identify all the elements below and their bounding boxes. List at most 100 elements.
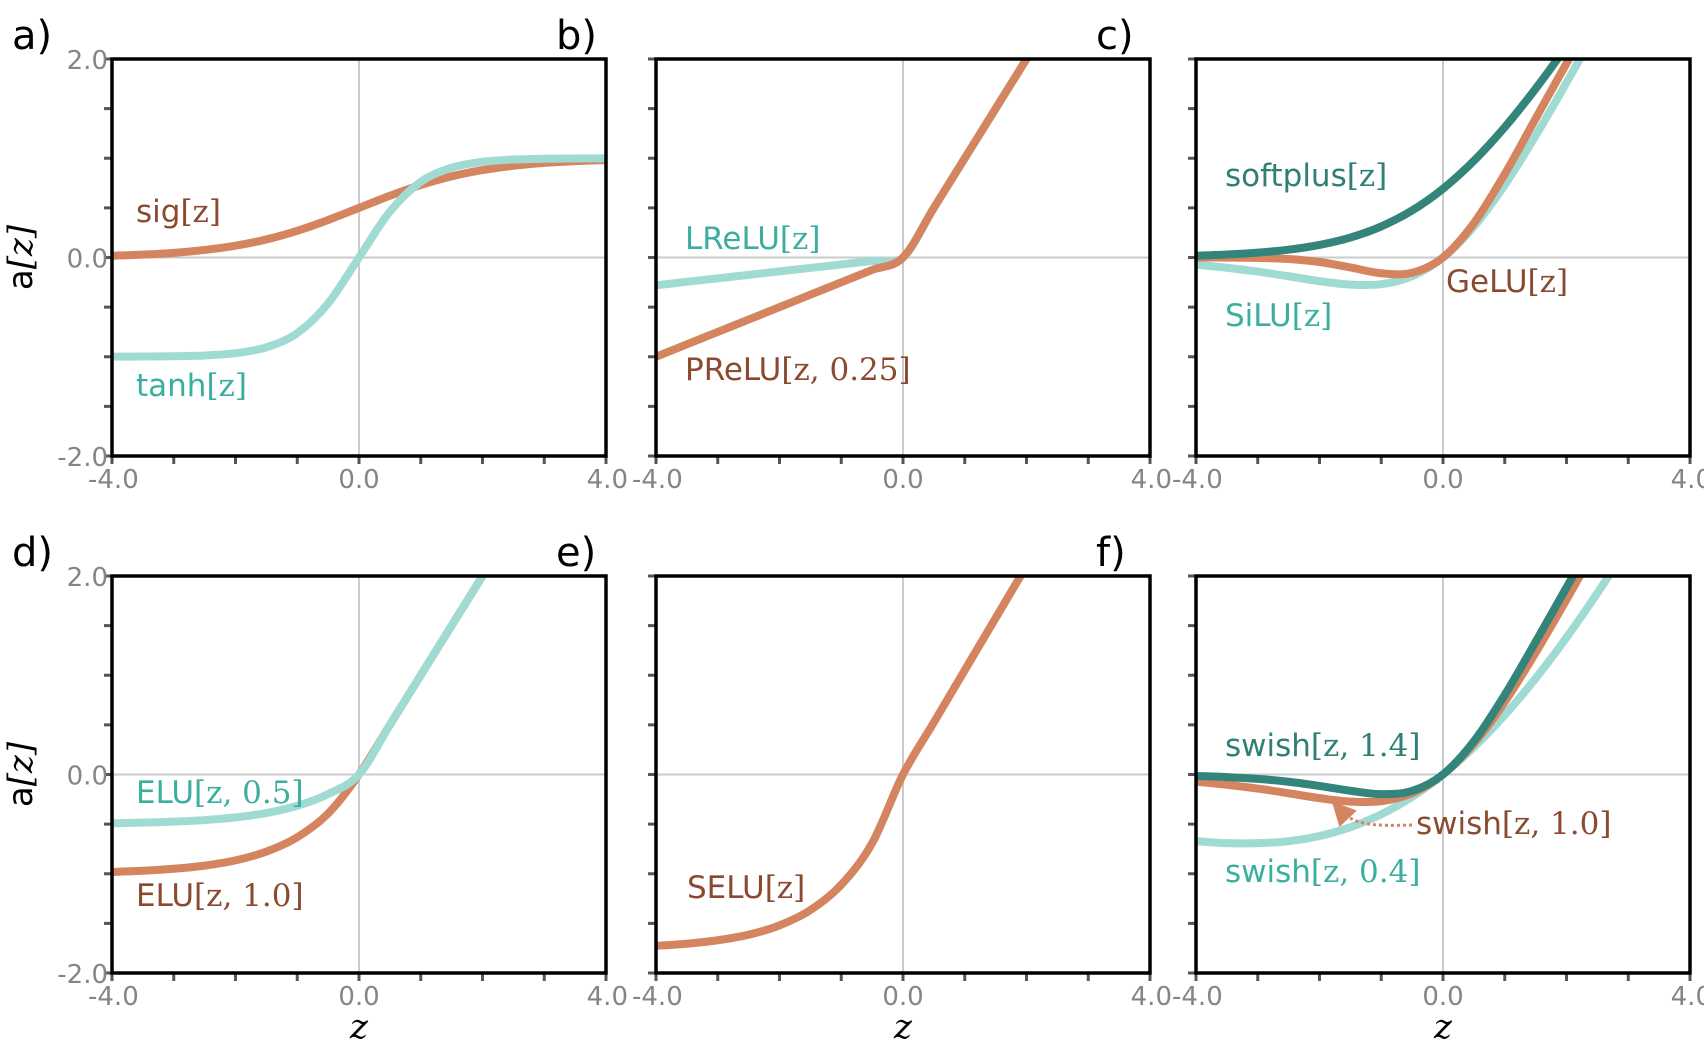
- series-label: tanh[z]: [136, 368, 247, 404]
- panel-b: -4.0 0.0 4.0 LReLU[z] PReLU[z, 0.25] b): [556, 13, 1172, 495]
- y-axis-label-arg: [z]: [1, 741, 41, 786]
- series-group: [1196, 59, 1585, 290]
- series-label-args: [z, 1.4]: [1311, 728, 1421, 764]
- plot-frame: [110, 574, 608, 975]
- series-label: SiLU[z]: [1225, 298, 1332, 334]
- y-tick-label: 0.0: [67, 245, 108, 275]
- plot-frame: [1194, 574, 1692, 975]
- series-label-args: [z]: [780, 221, 821, 257]
- series-label-args: [z]: [206, 368, 247, 404]
- series-label-name: sig: [136, 194, 180, 230]
- series-label-name: GeLU: [1446, 264, 1528, 300]
- series-line-softplus: [1196, 59, 1563, 260]
- series-label-args: [z, 0.25]: [781, 352, 910, 388]
- series-label-name: SiLU: [1225, 298, 1292, 334]
- x-tick-label: 0.0: [882, 465, 923, 495]
- series-group: [1196, 576, 1614, 848]
- y-axis-label: a[z]: [1, 224, 41, 290]
- series-label-args: [z, 1.0]: [194, 878, 304, 914]
- panel-letter: e): [556, 530, 596, 576]
- x-tick-label: -4.0: [1172, 465, 1223, 495]
- panel-letter: a): [12, 13, 52, 59]
- series-label: swish[z, 1.4]: [1225, 728, 1420, 764]
- series-label: SELU[z]: [687, 870, 805, 906]
- x-tick-label: 0.0: [882, 982, 923, 1012]
- plot-frame: [1194, 57, 1692, 458]
- x-tick-label: 4.0: [1671, 982, 1704, 1012]
- series-line-elu: [112, 576, 488, 828]
- x-tick-label: 4.0: [1131, 982, 1172, 1012]
- series-label-args: [z]: [1528, 264, 1569, 300]
- x-tick-label: 0.0: [1422, 465, 1463, 495]
- y-tick-label: -2.0: [57, 443, 108, 473]
- series-line-selu: [656, 576, 1026, 950]
- x-axis-label: z: [349, 1007, 369, 1043]
- y-tick-label: -2.0: [57, 960, 108, 990]
- panel-letter: f): [1096, 530, 1126, 576]
- y-axis-label: a[z]: [1, 741, 41, 807]
- series-label-args: [z]: [1347, 158, 1388, 194]
- series-label-name: tanh: [136, 368, 206, 404]
- series-label: ELU[z, 0.5]: [136, 775, 304, 811]
- x-tick-label: -4.0: [88, 465, 139, 495]
- x-tick-label: -4.0: [1172, 982, 1223, 1012]
- series-label: LReLU[z]: [685, 221, 820, 257]
- series-label: sig[z]: [136, 194, 221, 230]
- x-tick-label: 0.0: [1422, 982, 1463, 1012]
- x-tick-label: 0.0: [338, 465, 379, 495]
- x-tick-label: 4.0: [587, 465, 628, 495]
- series-label-args: [z]: [180, 194, 221, 230]
- annotation-arrow: [1331, 801, 1413, 827]
- series-line-prelu: [656, 59, 1032, 361]
- panel-e: -4.0 0.0 4.0 SELU[z] e) z: [556, 530, 1172, 1043]
- series-label-name: PReLU: [685, 352, 781, 388]
- y-axis-label-name: a: [1, 269, 41, 290]
- y-tick-label: 0.0: [67, 762, 108, 792]
- series-label: ELU[z, 1.0]: [136, 878, 304, 914]
- series-group: [656, 576, 1026, 950]
- series-label: PReLU[z, 0.25]: [685, 352, 911, 388]
- series-label: swish[z, 1.0]: [1416, 806, 1611, 842]
- x-tick-label: 4.0: [1671, 465, 1704, 495]
- series-label-args: [z]: [1292, 298, 1333, 334]
- series-label-args: [z, 0.4]: [1311, 854, 1421, 890]
- y-tick-label: 2.0: [67, 46, 108, 76]
- panel-letter: c): [1096, 13, 1134, 59]
- x-tick-label: -4.0: [632, 982, 683, 1012]
- series-label-name: swish: [1416, 806, 1502, 842]
- series-label-name: swish: [1225, 728, 1311, 764]
- y-axis-label-name: a: [1, 786, 41, 807]
- x-tick-label: 0.0: [338, 982, 379, 1012]
- series-label-name: softplus: [1225, 158, 1347, 194]
- series-label-name: SELU: [687, 870, 765, 906]
- y-tick-label: 2.0: [67, 563, 108, 593]
- y-axis-label-arg: [z]: [1, 224, 41, 269]
- plot-frame: [110, 57, 608, 458]
- plot-frame: [654, 574, 1152, 975]
- x-tick-label: 4.0: [587, 982, 628, 1012]
- series-label-name: ELU: [136, 878, 194, 914]
- series-label-name: swish: [1225, 854, 1311, 890]
- series-line-tanh: [112, 154, 606, 361]
- panel-letter: d): [12, 530, 53, 576]
- plot-frame: [654, 57, 1152, 458]
- series-line-swish: [1196, 576, 1578, 799]
- x-tick-label: 4.0: [1131, 465, 1172, 495]
- x-axis-label: z: [893, 1007, 913, 1043]
- series-label-name: ELU: [136, 775, 194, 811]
- series-label-name: LReLU: [685, 221, 780, 257]
- x-tick-label: -4.0: [632, 465, 683, 495]
- panel-letter: b): [556, 13, 597, 59]
- series-label: swish[z, 0.4]: [1225, 854, 1420, 890]
- x-tick-label: -4.0: [88, 982, 139, 1012]
- series-label: GeLU[z]: [1446, 264, 1568, 300]
- series-label-args: [z]: [765, 870, 806, 906]
- series-label-args: [z, 1.0]: [1502, 806, 1612, 842]
- series-group: [112, 154, 606, 361]
